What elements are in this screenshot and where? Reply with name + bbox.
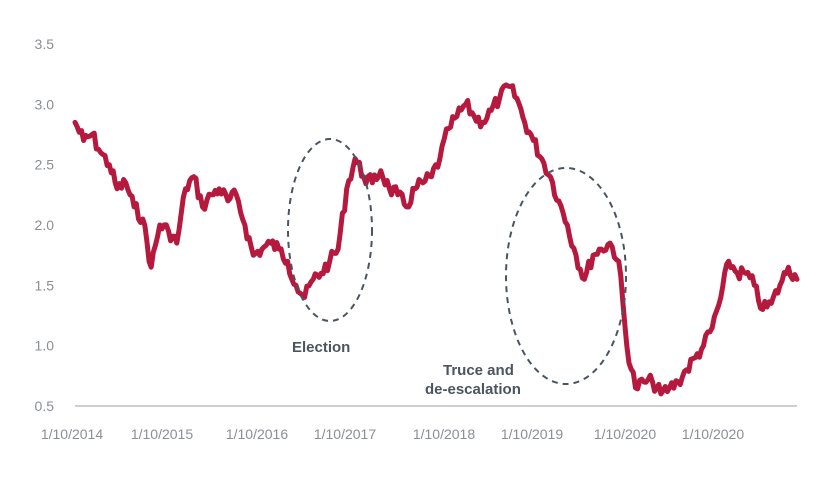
x-tick-label: 1/10/2018 — [413, 426, 475, 442]
annotation-election: Election — [292, 339, 350, 356]
annotation-truce-line1: Truce and — [443, 362, 514, 379]
truce-highlight-ellipse — [505, 167, 627, 385]
y-tick-label: 0.5 — [35, 398, 55, 414]
election-highlight-ellipse — [287, 138, 373, 322]
data-series-line — [72, 82, 800, 397]
x-tick-label: 1/10/2015 — [131, 426, 193, 442]
y-tick-label: 2.0 — [35, 217, 55, 233]
x-tick-label: 1/10/2020 — [682, 426, 744, 442]
x-tick-label: 1/10/2019 — [501, 426, 563, 442]
x-tick-label: 1/10/2016 — [226, 426, 288, 442]
y-tick-label: 1.5 — [35, 277, 55, 293]
y-tick-label: 2.5 — [35, 157, 55, 173]
x-tick-label: 1/10/2020 — [594, 426, 656, 442]
y-tick-label: 1.0 — [35, 338, 55, 354]
y-tick-label: 3.5 — [35, 36, 55, 52]
y-axis-tick-labels: 3.5 3.0 2.5 2.0 1.5 1.0 0.5 — [35, 36, 55, 414]
y-tick-label: 3.0 — [35, 96, 55, 112]
x-tick-label: 1/10/2014 — [41, 426, 103, 442]
x-tick-label: 1/10/2017 — [314, 426, 376, 442]
annotation-truce-line2: de-escalation — [425, 381, 521, 398]
x-axis-tick-labels: 1/10/2014 1/10/2015 1/10/2016 1/10/2017 1/10… — [41, 426, 744, 442]
